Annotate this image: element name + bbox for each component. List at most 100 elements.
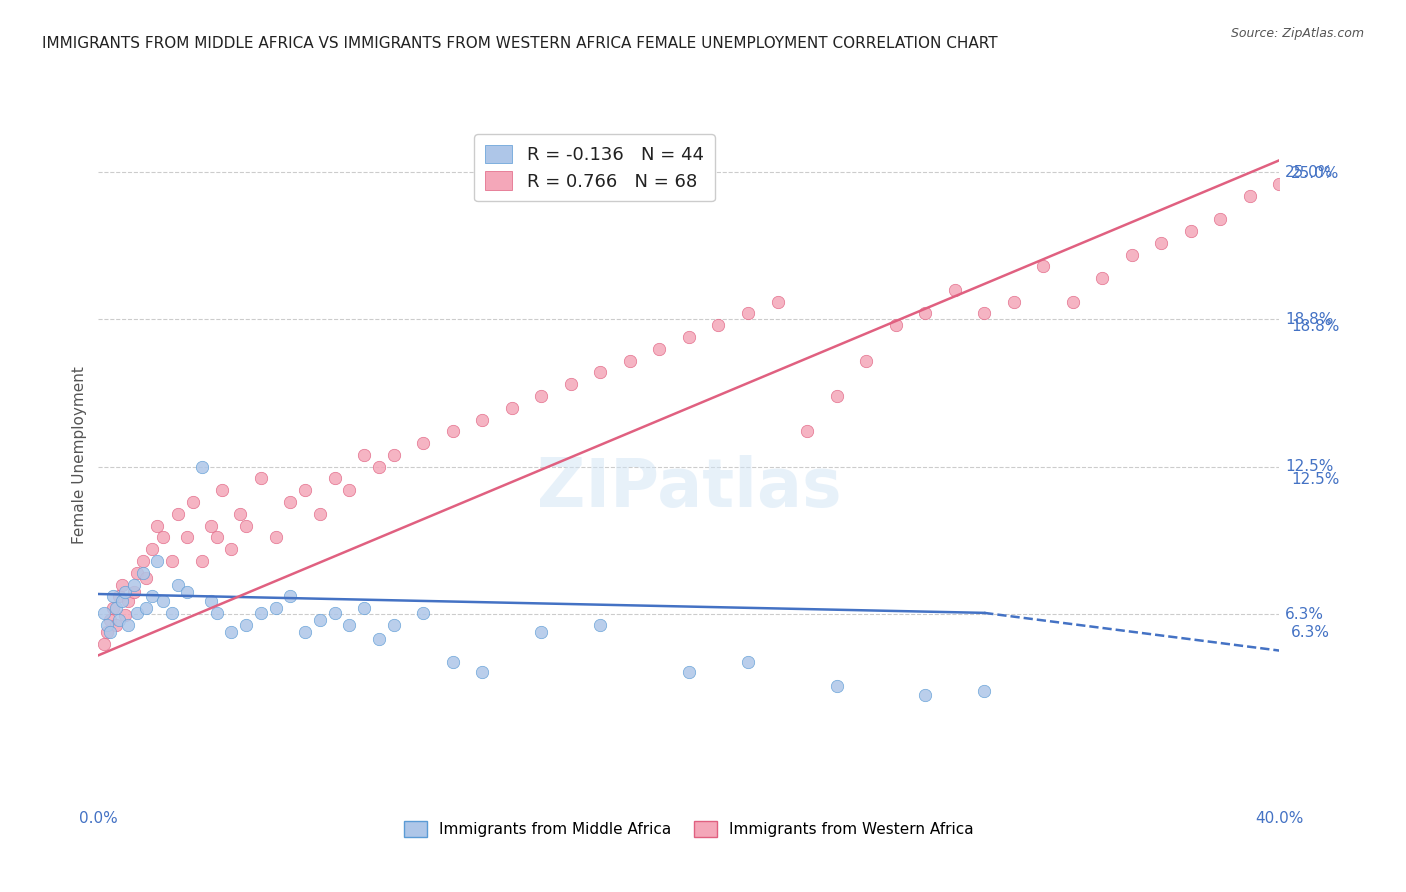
Point xyxy=(1002,294,1025,309)
Point xyxy=(111,577,134,591)
Point xyxy=(108,613,131,627)
Point xyxy=(501,401,523,415)
Point xyxy=(530,389,553,403)
Point xyxy=(294,483,316,498)
Point xyxy=(368,632,391,646)
Point xyxy=(382,448,405,462)
Point xyxy=(264,530,287,544)
Point xyxy=(737,656,759,670)
Point xyxy=(1180,224,1202,238)
Point xyxy=(176,584,198,599)
Point xyxy=(191,459,214,474)
Point xyxy=(132,554,155,568)
Point xyxy=(117,594,139,608)
Point xyxy=(943,283,966,297)
Point xyxy=(111,594,134,608)
Text: 18.8%: 18.8% xyxy=(1291,319,1340,334)
Point xyxy=(278,590,302,604)
Point xyxy=(1150,235,1173,250)
Point xyxy=(229,507,252,521)
Point xyxy=(309,507,332,521)
Point xyxy=(141,542,163,557)
Point xyxy=(105,601,128,615)
Point xyxy=(884,318,907,333)
Point xyxy=(766,294,789,309)
Point xyxy=(353,448,375,462)
Point xyxy=(678,330,700,344)
Point xyxy=(98,624,121,639)
Point xyxy=(1327,141,1350,155)
Point xyxy=(105,617,128,632)
Point xyxy=(382,617,405,632)
Point xyxy=(737,306,759,320)
Point xyxy=(146,518,169,533)
Point xyxy=(103,590,125,604)
Point xyxy=(825,389,848,403)
Point xyxy=(589,617,612,632)
Point xyxy=(250,471,273,485)
Point xyxy=(167,507,190,521)
Point xyxy=(162,554,183,568)
Point xyxy=(973,306,995,320)
Text: 40.0%: 40.0% xyxy=(1256,812,1303,826)
Point xyxy=(167,577,190,591)
Point xyxy=(135,570,157,584)
Point xyxy=(678,665,700,679)
Point xyxy=(122,577,145,591)
Point xyxy=(278,495,302,509)
Text: 6.3%: 6.3% xyxy=(1291,624,1330,640)
Point xyxy=(309,613,332,627)
Point xyxy=(250,606,273,620)
Point xyxy=(323,471,346,485)
Point xyxy=(114,608,136,623)
Point xyxy=(219,542,242,557)
Point xyxy=(471,665,494,679)
Point xyxy=(96,617,118,632)
Point xyxy=(855,353,877,368)
Text: IMMIGRANTS FROM MIDDLE AFRICA VS IMMIGRANTS FROM WESTERN AFRICA FEMALE UNEMPLOYM: IMMIGRANTS FROM MIDDLE AFRICA VS IMMIGRA… xyxy=(42,36,998,51)
Point xyxy=(135,601,157,615)
Point xyxy=(1121,247,1143,261)
Text: 25.0%: 25.0% xyxy=(1285,164,1334,179)
Point xyxy=(117,617,139,632)
Point xyxy=(1209,212,1232,227)
Point xyxy=(132,566,155,580)
Point xyxy=(368,459,391,474)
Text: 12.5%: 12.5% xyxy=(1285,459,1334,475)
Point xyxy=(560,377,582,392)
Text: Source: ZipAtlas.com: Source: ZipAtlas.com xyxy=(1230,27,1364,40)
Point xyxy=(412,436,434,450)
Point xyxy=(205,530,228,544)
Point xyxy=(205,606,228,620)
Point xyxy=(648,342,671,356)
Point xyxy=(93,606,115,620)
Point xyxy=(108,590,131,604)
Point xyxy=(125,566,148,580)
Point xyxy=(412,606,434,620)
Point xyxy=(264,601,287,615)
Point xyxy=(1091,271,1114,285)
Point xyxy=(619,353,641,368)
Point xyxy=(235,617,257,632)
Point xyxy=(1268,177,1291,191)
Point xyxy=(235,518,257,533)
Point xyxy=(141,590,163,604)
Point xyxy=(176,530,198,544)
Point xyxy=(211,483,233,498)
Point xyxy=(973,683,995,698)
Text: 25.0%: 25.0% xyxy=(1291,166,1340,181)
Point xyxy=(122,584,145,599)
Point xyxy=(337,617,360,632)
Legend: Immigrants from Middle Africa, Immigrants from Western Africa: Immigrants from Middle Africa, Immigrant… xyxy=(398,815,980,843)
Text: 12.5%: 12.5% xyxy=(1291,472,1340,487)
Text: 18.8%: 18.8% xyxy=(1285,312,1334,326)
Point xyxy=(914,306,936,320)
Point xyxy=(125,606,148,620)
Point xyxy=(1032,260,1054,274)
Point xyxy=(162,606,183,620)
Text: ZIPatlas: ZIPatlas xyxy=(537,455,841,521)
Point xyxy=(796,425,818,439)
Point xyxy=(114,584,136,599)
Point xyxy=(96,624,118,639)
Point xyxy=(530,624,553,639)
